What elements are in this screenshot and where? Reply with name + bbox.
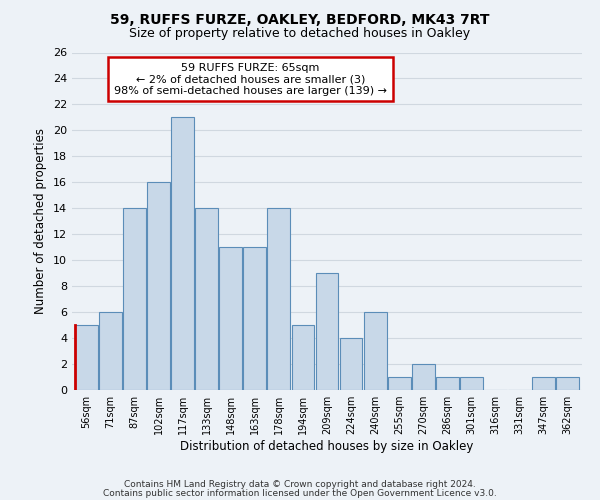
Text: Contains HM Land Registry data © Crown copyright and database right 2024.: Contains HM Land Registry data © Crown c… bbox=[124, 480, 476, 489]
X-axis label: Distribution of detached houses by size in Oakley: Distribution of detached houses by size … bbox=[181, 440, 473, 453]
Bar bbox=[460, 377, 483, 390]
Bar bbox=[292, 325, 314, 390]
Bar bbox=[556, 377, 579, 390]
Text: Size of property relative to detached houses in Oakley: Size of property relative to detached ho… bbox=[130, 28, 470, 40]
Bar bbox=[123, 208, 146, 390]
Bar bbox=[532, 377, 555, 390]
Text: 59 RUFFS FURZE: 65sqm
← 2% of detached houses are smaller (3)
98% of semi-detach: 59 RUFFS FURZE: 65sqm ← 2% of detached h… bbox=[114, 62, 387, 96]
Bar bbox=[244, 247, 266, 390]
Bar bbox=[388, 377, 410, 390]
Bar bbox=[340, 338, 362, 390]
Text: Contains public sector information licensed under the Open Government Licence v3: Contains public sector information licen… bbox=[103, 489, 497, 498]
Bar bbox=[364, 312, 386, 390]
Y-axis label: Number of detached properties: Number of detached properties bbox=[34, 128, 47, 314]
Bar bbox=[195, 208, 218, 390]
Bar bbox=[171, 118, 194, 390]
Bar bbox=[412, 364, 434, 390]
Bar bbox=[99, 312, 122, 390]
Bar bbox=[436, 377, 459, 390]
Bar bbox=[75, 325, 98, 390]
Bar bbox=[316, 273, 338, 390]
Bar bbox=[268, 208, 290, 390]
Bar bbox=[220, 247, 242, 390]
Text: 59, RUFFS FURZE, OAKLEY, BEDFORD, MK43 7RT: 59, RUFFS FURZE, OAKLEY, BEDFORD, MK43 7… bbox=[110, 12, 490, 26]
Bar bbox=[147, 182, 170, 390]
